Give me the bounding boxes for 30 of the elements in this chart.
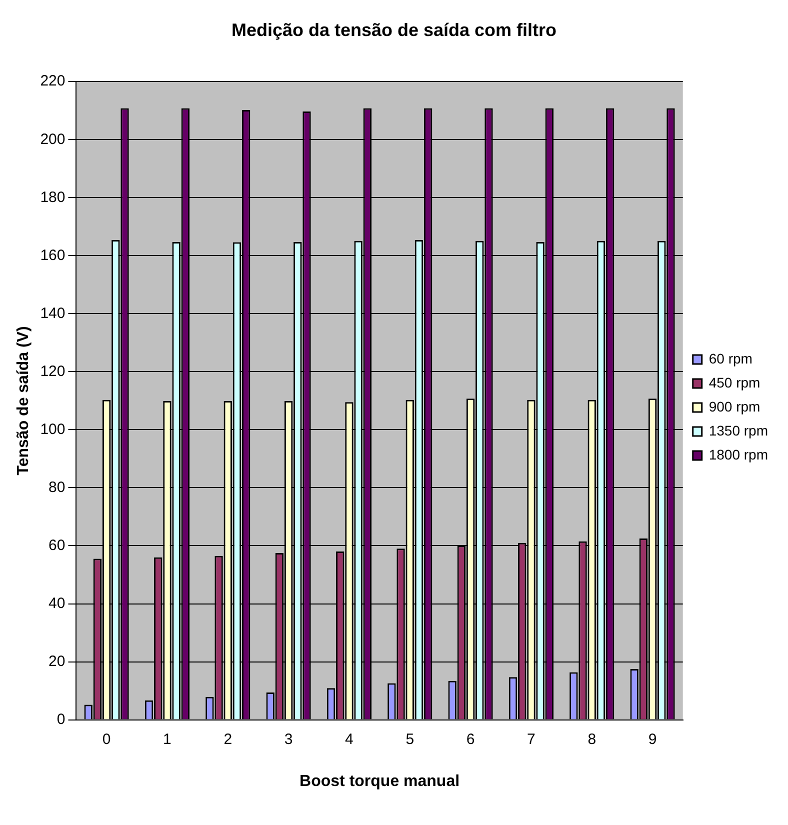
legend-label: 60 rpm [708,350,752,366]
y-tick-label: 160 [40,246,66,264]
x-tick-label: 7 [527,730,536,748]
legend-label: 1800 rpm [708,446,768,462]
x-tick-label: 3 [284,730,293,748]
x-tick-label: 0 [102,730,111,748]
y-axis-title: Tensão de saída (V) [15,326,32,476]
y-tick-label: 100 [40,420,66,438]
x-tick-label: 5 [406,730,414,748]
y-tick-label: 220 [40,72,66,90]
y-tick-label: 120 [40,362,66,380]
x-tick-label: 2 [224,730,232,748]
y-tick-label: 200 [40,130,66,148]
legend-label: 450 rpm [708,374,760,390]
y-tick-label: 20 [48,652,66,670]
x-tick-label: 6 [466,730,475,748]
x-tick-label: 8 [588,730,596,748]
y-tick-label: 180 [40,188,66,206]
y-tick-label: 0 [56,710,66,728]
chart-title: Medição da tensão de saída com filtro [231,20,557,40]
y-tick-label: 40 [48,594,66,612]
y-tick-label: 140 [40,304,66,322]
legend-label: 1350 rpm [708,422,768,438]
x-tick-label: 9 [648,730,657,748]
x-axis-title: Boost torque manual [300,772,460,790]
y-tick-label: 60 [48,536,66,554]
x-tick-label: 4 [345,730,354,748]
legend-label: 900 rpm [708,398,760,414]
x-tick-label: 1 [163,730,172,748]
y-tick-label: 80 [48,478,66,496]
